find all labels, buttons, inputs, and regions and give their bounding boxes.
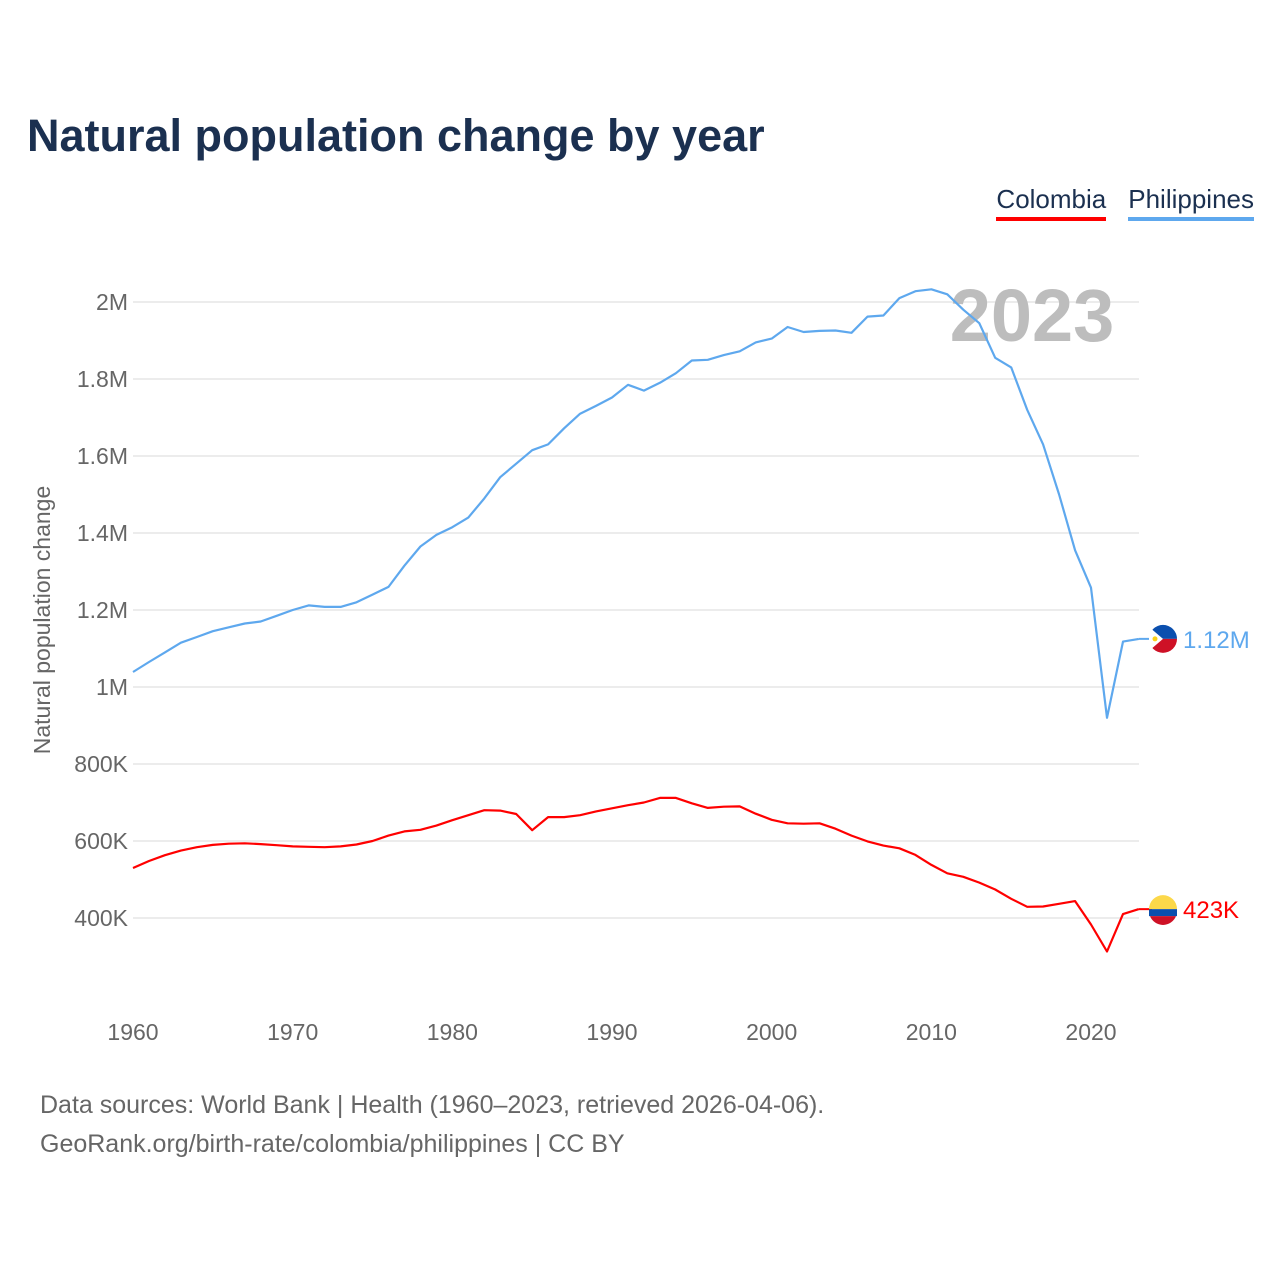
y-tick-label: 800K [74,751,128,777]
x-tick-label: 2020 [1065,1019,1116,1045]
current-year-label: 2023 [950,274,1115,357]
colombia-flag-icon [1149,895,1178,910]
y-tick-label: 1.4M [77,520,128,546]
y-tick-label: 400K [74,905,128,931]
x-tick-label: 2000 [746,1019,797,1045]
series-line-colombia [132,796,1140,953]
y-tick-label: 1.2M [77,597,128,623]
colombia-flag-icon [1149,909,1177,917]
legend-item-colombia[interactable]: Colombia [996,184,1107,221]
footer: Data sources: World Bank | Health (1960–… [40,1086,824,1164]
chart-title: Natural population change by year [27,110,765,161]
x-tick-label: 2010 [906,1019,957,1045]
legend-item-philippines[interactable]: Philippines [1128,184,1254,221]
end-value-label: 1.12M [1183,627,1250,654]
y-tick-label: 600K [74,828,128,854]
series-line-philippines [132,288,1140,719]
end-value-label: 423K [1183,897,1239,924]
x-tick-label: 1960 [107,1019,158,1045]
colombia-flag-icon [1150,916,1176,925]
legend: Colombia Philippines [996,184,1254,221]
y-axis-label: Natural population change [29,486,55,755]
x-tick-label: 1990 [586,1019,637,1045]
data-source-text: Data sources: World Bank | Health (1960–… [40,1091,825,1119]
x-tick-label: 1970 [267,1019,318,1045]
attribution-text: GeoRank.org/birth-rate/colombia/philippi… [40,1130,625,1158]
philippines-flag-sun-icon [1152,636,1158,642]
y-tick-label: 2M [96,289,128,315]
y-tick-label: 1.8M [77,366,128,392]
y-tick-label: 1.6M [77,443,128,469]
x-tick-label: 1980 [427,1019,478,1045]
y-tick-label: 1M [96,674,128,700]
